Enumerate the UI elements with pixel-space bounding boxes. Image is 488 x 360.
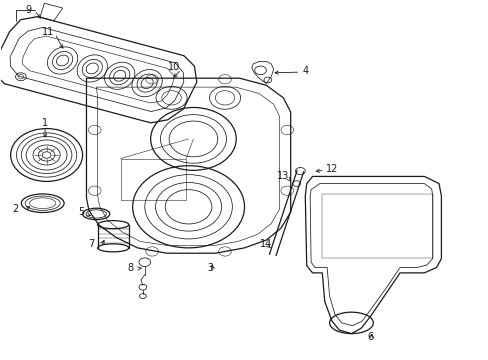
Text: 10: 10	[167, 63, 180, 72]
Text: 5: 5	[79, 207, 84, 217]
Text: 11: 11	[41, 27, 54, 37]
Text: 6: 6	[367, 332, 373, 342]
Text: 12: 12	[325, 164, 338, 174]
Text: 9: 9	[25, 5, 31, 15]
Text: 2: 2	[12, 203, 18, 213]
Text: 4: 4	[302, 66, 308, 76]
Text: 8: 8	[127, 262, 133, 273]
Text: 7: 7	[88, 239, 94, 249]
Text: 14: 14	[260, 239, 272, 249]
Text: 13: 13	[277, 171, 289, 181]
Text: 3: 3	[207, 262, 213, 273]
Text: 1: 1	[42, 118, 48, 128]
